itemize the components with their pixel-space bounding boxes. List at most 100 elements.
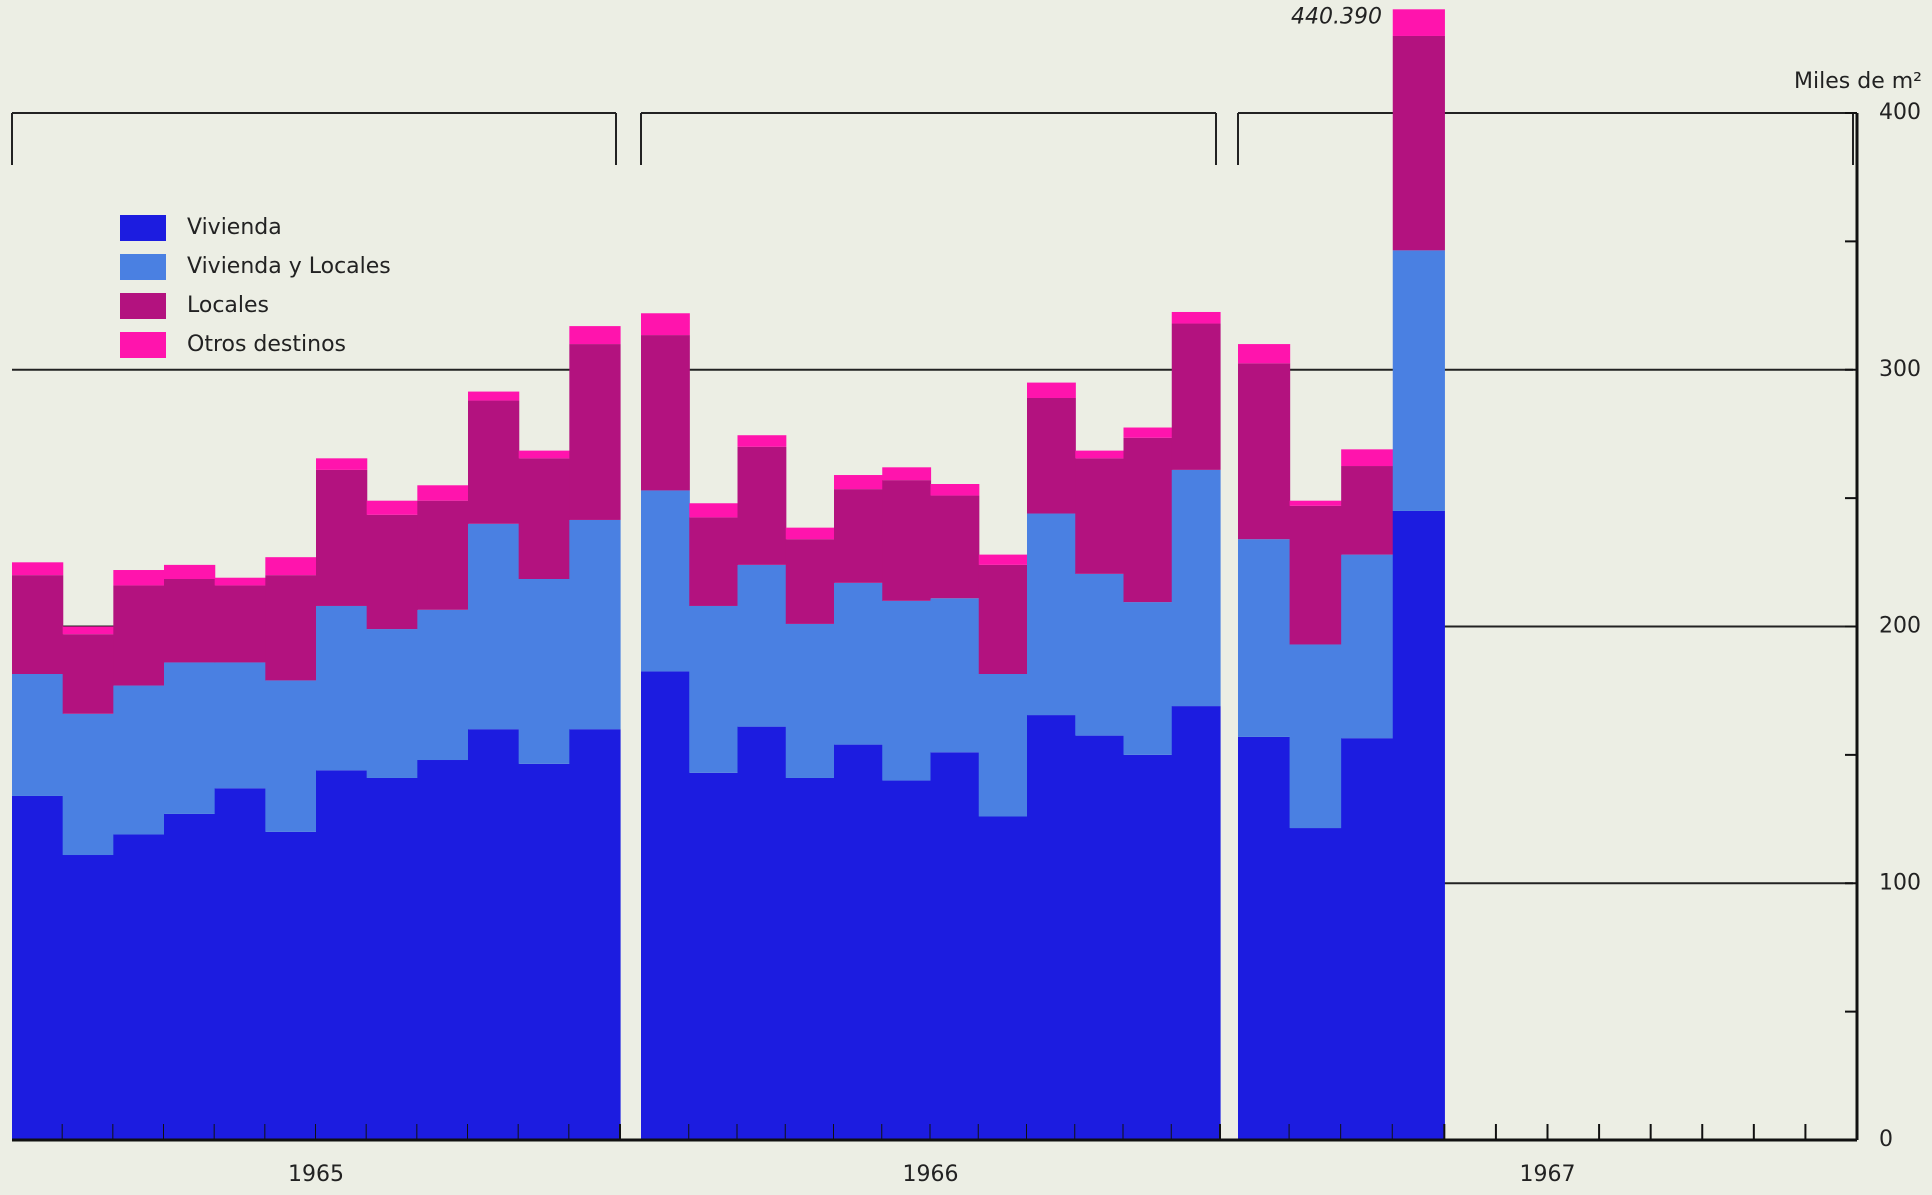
bar-segment [785, 527, 835, 540]
bar-segment [518, 579, 570, 764]
bar-segment [164, 564, 216, 580]
bar-segment [930, 495, 980, 599]
bar-segment [569, 326, 621, 345]
bar-segment [930, 752, 980, 1140]
bar-segment [12, 575, 64, 674]
bar-segment [569, 344, 621, 520]
bar-segment [882, 467, 932, 481]
bar-segment [113, 585, 165, 686]
bar-segment [366, 514, 418, 630]
bar-segment [1238, 736, 1291, 1140]
bar-segment [468, 523, 520, 730]
bar-segment [930, 598, 980, 753]
bar-segment [468, 729, 520, 1140]
bar-segment [113, 570, 165, 586]
bar-segment [316, 469, 368, 606]
bar-segment [978, 816, 1028, 1140]
bar-segment [316, 770, 368, 1140]
bar-segment [518, 458, 570, 580]
bar-segment [164, 579, 216, 663]
y-tick-label: 200 [1879, 614, 1921, 639]
bar-segment [834, 489, 883, 583]
bar-segment [1027, 397, 1076, 514]
y-tick-label: 300 [1879, 357, 1921, 382]
bar-segment [1075, 735, 1125, 1140]
bar-segment [62, 626, 114, 635]
bar-segment [1392, 510, 1445, 1140]
bar-segment [1027, 715, 1076, 1140]
bar-segment [468, 400, 520, 524]
bar-segment [1171, 323, 1221, 470]
legend-swatch [120, 293, 166, 319]
bar-segment [569, 729, 621, 1140]
bar-segment [518, 450, 570, 459]
bar-segment [737, 726, 787, 1140]
legend-swatch [120, 332, 166, 358]
bar-segment [641, 313, 690, 336]
bar-segment [214, 788, 266, 1140]
year-label: 1967 [1520, 1162, 1576, 1187]
bar-segment [316, 458, 368, 470]
bar-segment [834, 475, 883, 490]
legend-swatch [120, 254, 166, 280]
bar-segment [978, 564, 1028, 674]
bar-segment [1171, 469, 1221, 707]
bar-segment [978, 673, 1028, 817]
bar-segment [1171, 311, 1221, 324]
bar-segment [214, 585, 266, 663]
bar-segment [641, 335, 690, 491]
bar-segment [1238, 344, 1291, 364]
bar-segment [1341, 738, 1394, 1140]
bar-segment [689, 517, 739, 606]
bar-segment [1238, 363, 1291, 540]
bar-segment [978, 554, 1028, 565]
bar-segment [214, 662, 266, 789]
bar-segment [1341, 466, 1394, 555]
bar-segment [62, 855, 114, 1140]
bar-segment [1027, 513, 1076, 716]
year-label: 1966 [903, 1162, 959, 1187]
bar-segment [265, 575, 317, 681]
y-tick-label: 400 [1879, 100, 1921, 125]
bar-segment [1341, 554, 1394, 739]
bar-segment [882, 780, 932, 1140]
bar-segment [265, 557, 317, 576]
bar-segment [1238, 539, 1291, 737]
bar-segment [882, 480, 932, 601]
bar-segment [785, 777, 835, 1140]
bar-segment [164, 813, 216, 1140]
bar-segment [689, 605, 739, 773]
legend-label: Vivienda y Locales [187, 254, 391, 279]
bar-segment [62, 713, 114, 856]
bar-segment [214, 577, 266, 586]
bar-segment [689, 772, 739, 1140]
bar-segment [1027, 382, 1076, 398]
bar-segment [1289, 644, 1342, 829]
year-label: 1965 [288, 1162, 344, 1187]
bar-segment [930, 484, 980, 496]
bar-segment [834, 582, 883, 745]
bar-segment [641, 490, 690, 672]
bar-segment [316, 605, 368, 771]
bar-segment [1075, 458, 1125, 574]
annotation: 440.390 [1291, 4, 1382, 29]
bar-segment [62, 634, 114, 714]
bar-segment [417, 760, 469, 1140]
bar-segment [689, 503, 739, 518]
bar-segment [569, 519, 621, 730]
bar-segment [12, 562, 64, 576]
bar-segment [518, 763, 570, 1140]
y-axis-label: Miles de m² [1794, 69, 1922, 94]
bar-segment [12, 795, 64, 1140]
legend-label: Otros destinos [187, 332, 346, 357]
bar-segment [737, 435, 787, 447]
bar-segment [641, 671, 690, 1140]
bar-segment [1123, 602, 1173, 755]
bar-segment [1289, 505, 1342, 645]
bar-segment [1392, 9, 1445, 36]
legend-label: Vivienda [187, 215, 282, 240]
bar-segment [834, 744, 883, 1140]
bar-segment [12, 673, 64, 796]
bar-segment [113, 834, 165, 1140]
